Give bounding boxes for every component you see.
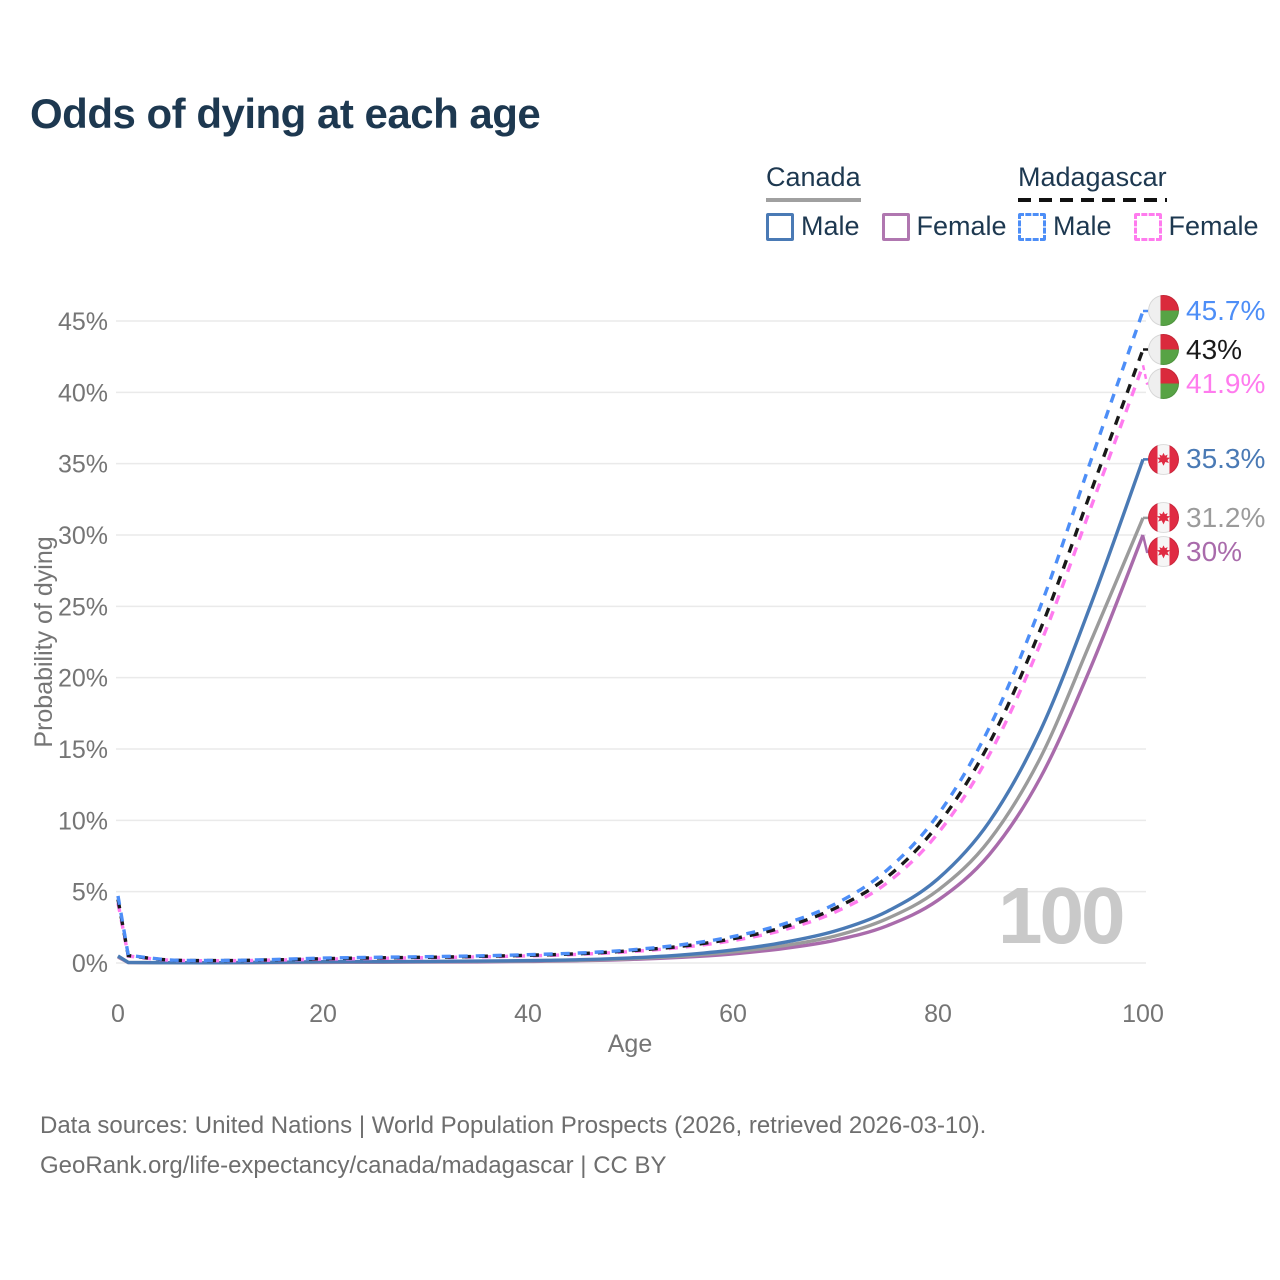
madagascar-flag-icon — [1148, 295, 1179, 327]
canada-male-swatch-icon[interactable] — [766, 212, 794, 241]
footer: Data sources: United Nations | World Pop… — [40, 1106, 986, 1186]
canada-solid-line-swatch — [766, 198, 861, 202]
y-tick-45: 45% — [58, 308, 108, 336]
legend-country-madagascar-label: Madagascar — [1018, 162, 1167, 192]
end-label-madagascar-both: 43% — [1148, 334, 1242, 366]
x-tick-0: 0 — [111, 1000, 125, 1028]
x-tick-40: 40 — [514, 1000, 542, 1028]
x-tick-20: 20 — [309, 1000, 337, 1028]
madagascar-dashed-line-swatch — [1018, 198, 1167, 202]
end-label-canada-male: 35.3% — [1148, 443, 1265, 475]
legend-item-madagascar-male[interactable]: Male — [1018, 211, 1112, 242]
y-tick-20: 20% — [58, 665, 108, 693]
legend-country-madagascar: Madagascar — [1018, 162, 1167, 202]
y-tick-0: 0% — [72, 950, 108, 978]
end-label-madagascar-female: 41.9% — [1148, 368, 1265, 400]
legend-country-canada-label: Canada — [766, 162, 861, 192]
legend-items-madagascar: Male Female — [1018, 211, 1259, 242]
end-value-madagascar-both: 43% — [1186, 333, 1243, 365]
end-label-madagascar-male: 45.7% — [1148, 295, 1265, 327]
line-madagascar-male — [116, 310, 1145, 963]
end-value-madagascar-female: 41.9% — [1186, 367, 1266, 399]
end-labels: 45.7% 43% 41.9% 35.3% 31.2% 30% — [1148, 0, 1280, 1280]
end-value-canada-female: 30% — [1186, 535, 1243, 567]
legend-group-canada: Canada Male Female — [766, 162, 1007, 242]
madagascar-male-swatch-icon[interactable] — [1018, 212, 1046, 241]
legend-items-canada: Male Female — [766, 211, 1007, 242]
madagascar-female-swatch-icon[interactable] — [1133, 212, 1162, 241]
y-axis-label: Probability of dying — [30, 536, 58, 747]
legend-item-canada-male-label: Male — [801, 211, 860, 241]
x-tick-60: 60 — [719, 1000, 747, 1028]
line-madagascar-both — [116, 348, 1145, 963]
y-tick-15: 15% — [58, 736, 108, 764]
data-sources-line: Data sources: United Nations | World Pop… — [40, 1112, 987, 1139]
legend-item-canada-female[interactable]: Female — [881, 211, 1007, 242]
madagascar-flag-icon — [1148, 334, 1179, 366]
end-value-canada-both: 31.2% — [1186, 501, 1266, 533]
end-label-canada-both: 31.2% — [1148, 502, 1265, 534]
x-tick-100: 100 — [1122, 1000, 1164, 1028]
y-tick-10: 10% — [58, 807, 108, 835]
canada-female-swatch-icon[interactable] — [881, 212, 910, 241]
legend-item-canada-male[interactable]: Male — [766, 211, 860, 242]
y-tick-40: 40% — [58, 379, 108, 407]
legend-item-madagascar-female[interactable]: Female — [1133, 211, 1259, 242]
legend-group-madagascar: Madagascar Male Female — [1018, 162, 1259, 242]
canada-flag-icon — [1148, 502, 1179, 534]
legend-item-madagascar-female-label: Female — [1168, 211, 1259, 241]
line-madagascar-female — [116, 364, 1145, 963]
end-value-canada-male: 35.3% — [1186, 443, 1266, 475]
x-tick-80: 80 — [924, 1000, 952, 1028]
age-watermark: 100 — [998, 871, 1125, 960]
x-axis-label: Age — [608, 1030, 652, 1058]
end-value-madagascar-male: 45.7% — [1186, 294, 1266, 326]
y-tick-5: 5% — [72, 879, 108, 907]
end-label-canada-female: 30% — [1148, 536, 1242, 568]
legend-country-canada: Canada — [766, 162, 861, 202]
legend-item-madagascar-male-label: Male — [1053, 211, 1112, 241]
y-tick-35: 35% — [58, 451, 108, 479]
legend-item-canada-female-label: Female — [916, 211, 1007, 241]
line-canada-male — [117, 458, 1145, 965]
line-canada-both — [117, 517, 1145, 965]
leader-madagascar-female — [1141, 364, 1155, 385]
page-title: Odds of dying at each age — [30, 90, 541, 137]
madagascar-flag-icon — [1148, 368, 1179, 400]
canada-flag-icon — [1148, 536, 1179, 568]
attribution-line: GeoRank.org/life-expectancy/canada/madag… — [40, 1152, 667, 1179]
y-tick-25: 25% — [58, 593, 108, 621]
y-tick-30: 30% — [58, 522, 108, 550]
canada-flag-icon — [1148, 443, 1179, 475]
